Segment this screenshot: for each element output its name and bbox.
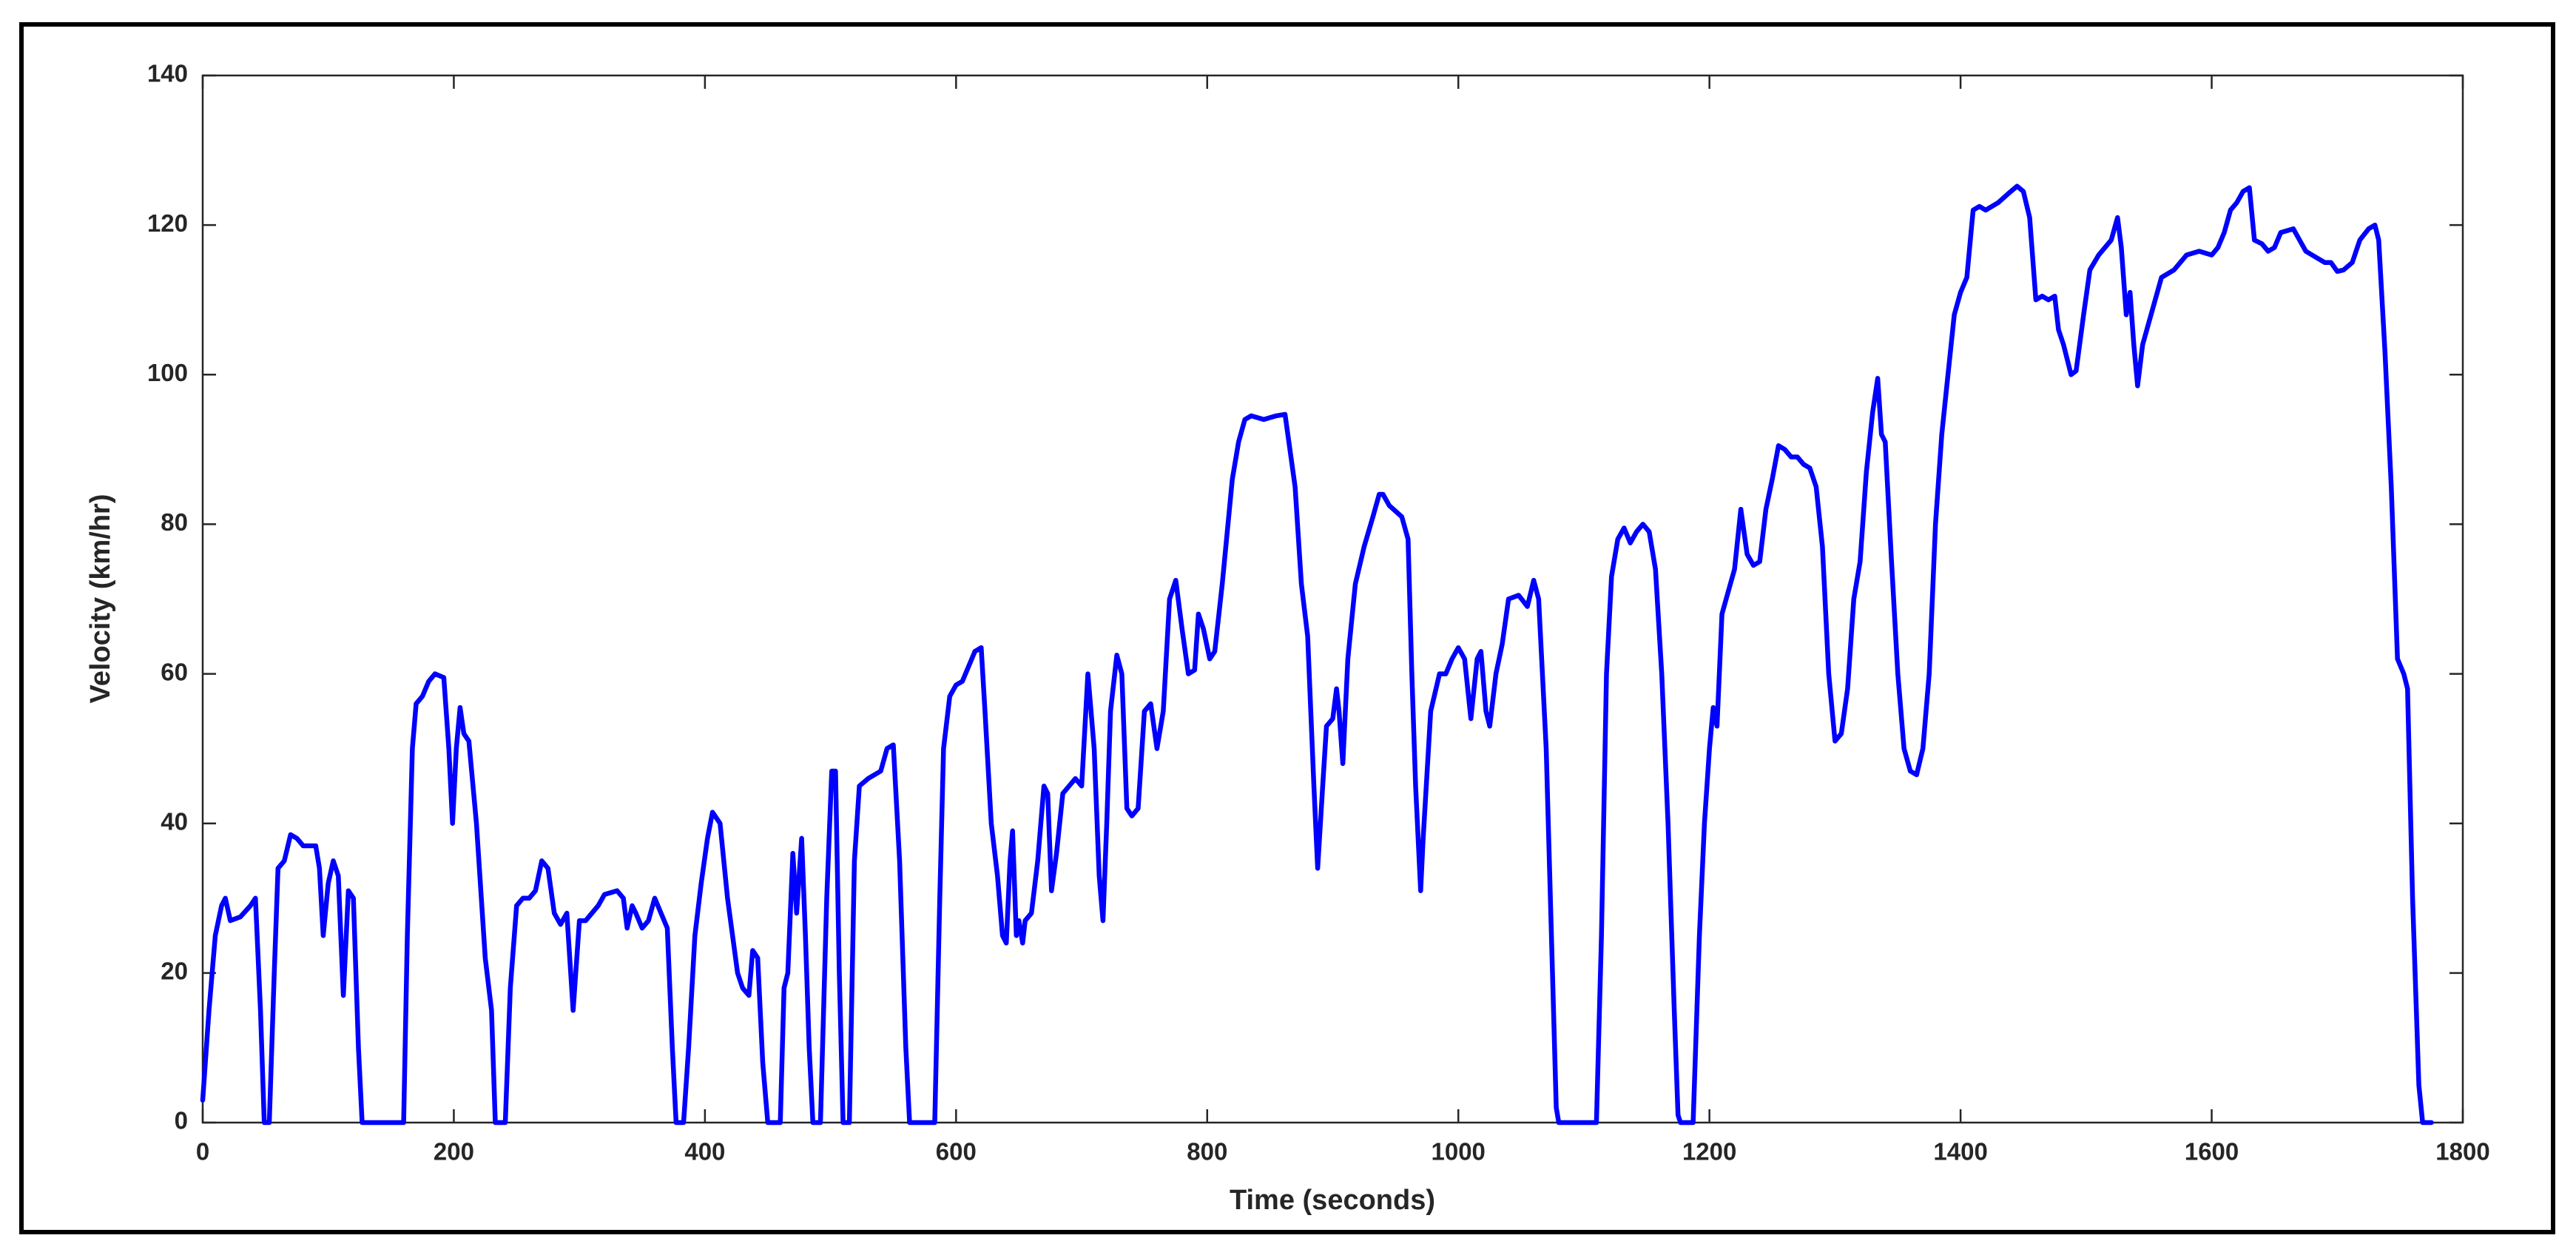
x-tick-label: 800: [1187, 1138, 1227, 1166]
x-tick-label: 1400: [1933, 1138, 1987, 1166]
x-tick-label: 400: [684, 1138, 725, 1166]
axes-box: [201, 74, 2464, 1124]
y-tick-label: 40: [161, 807, 188, 835]
x-tick-label: 600: [936, 1138, 977, 1166]
x-tick-label: 1000: [1432, 1138, 1486, 1166]
x-tick-label: 1800: [2435, 1138, 2489, 1166]
x-tick-label: 0: [196, 1138, 209, 1166]
y-tick-label: 60: [161, 658, 188, 685]
x-tick-label: 1200: [1682, 1138, 1736, 1166]
y-tick-label: 140: [147, 60, 188, 87]
y-axis-label: Velocity (km/hr): [85, 494, 116, 704]
y-tick-label: 120: [147, 209, 188, 237]
y-tick-label: 80: [161, 508, 188, 536]
y-tick-label: 20: [161, 958, 188, 985]
y-tick-label: 0: [175, 1107, 188, 1134]
x-tick-label: 200: [434, 1138, 474, 1166]
x-tick-label: 1600: [2185, 1138, 2239, 1166]
data-line: [200, 184, 2434, 1126]
x-axis-label: Time (seconds): [1230, 1185, 1435, 1216]
plot-area: 0 200 400 600 800 1000 1200 1400 1600 1800 0 20 40 60…: [147, 60, 2490, 1166]
y-tick-label: 100: [147, 359, 188, 386]
